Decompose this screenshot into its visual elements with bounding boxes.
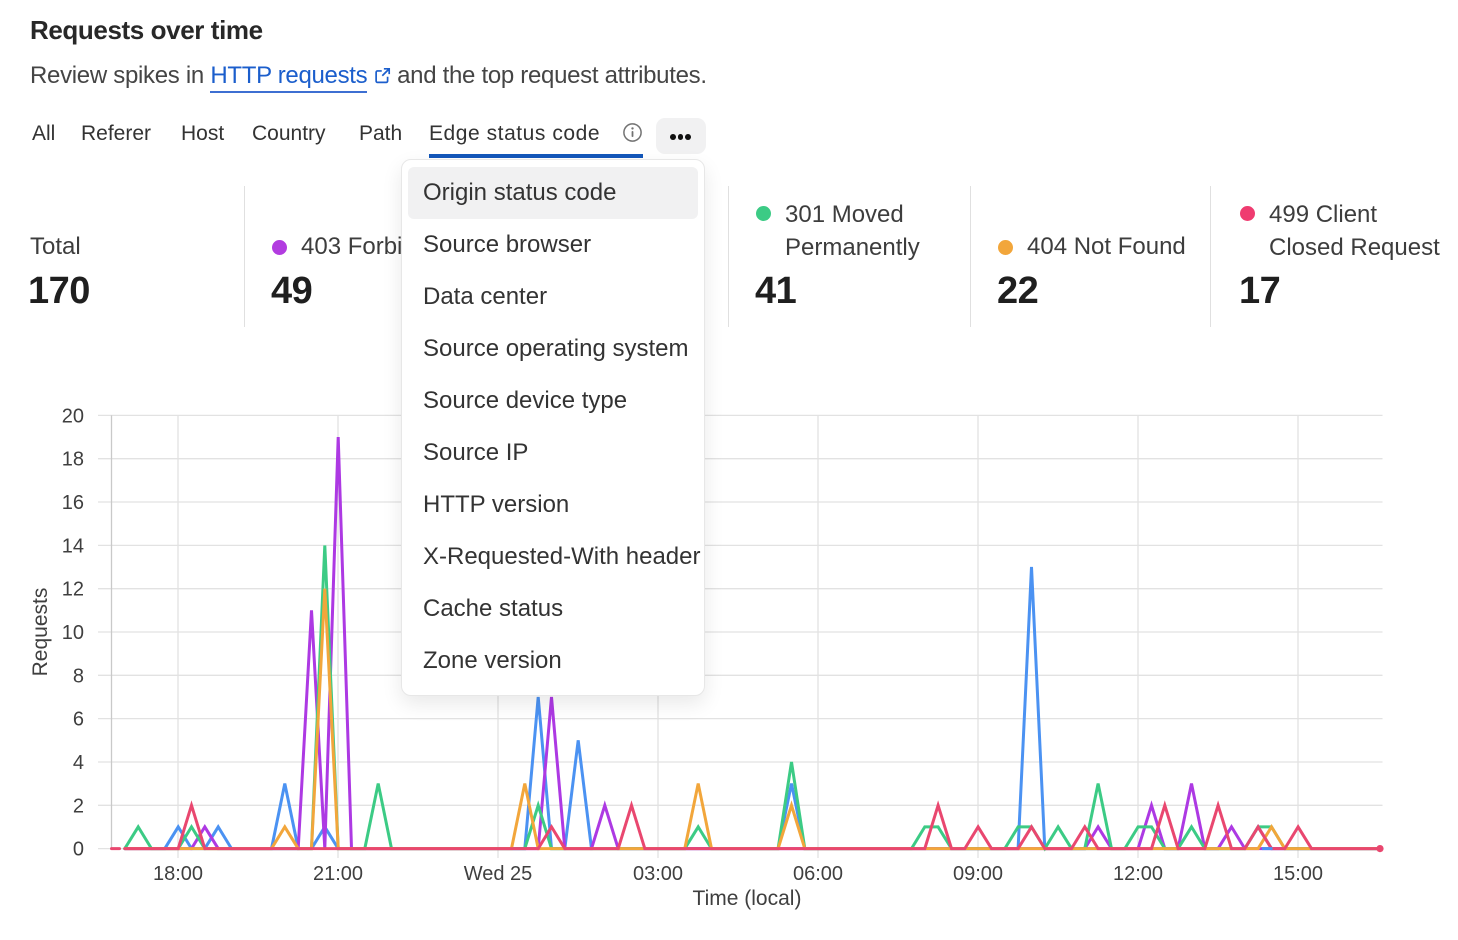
svg-text:4: 4 xyxy=(73,752,84,774)
svg-text:15:00: 15:00 xyxy=(1273,863,1323,885)
svg-text:Time (local): Time (local) xyxy=(693,887,802,910)
svg-text:06:00: 06:00 xyxy=(793,863,843,885)
svg-text:0: 0 xyxy=(73,839,84,861)
svg-text:18:00: 18:00 xyxy=(153,863,203,885)
svg-text:12:00: 12:00 xyxy=(1113,863,1163,885)
svg-text:2: 2 xyxy=(73,795,84,817)
svg-text:6: 6 xyxy=(73,709,84,731)
svg-text:Requests: Requests xyxy=(29,588,52,677)
svg-text:16: 16 xyxy=(62,492,84,514)
svg-text:10: 10 xyxy=(62,622,84,644)
svg-text:12: 12 xyxy=(62,579,84,601)
svg-text:21:00: 21:00 xyxy=(313,863,363,885)
svg-text:09:00: 09:00 xyxy=(953,863,1003,885)
svg-text:14: 14 xyxy=(62,535,84,557)
svg-text:8: 8 xyxy=(73,665,84,687)
svg-text:18: 18 xyxy=(62,449,84,471)
svg-text:20: 20 xyxy=(62,405,84,427)
svg-text:Wed 25: Wed 25 xyxy=(464,863,533,885)
svg-text:03:00: 03:00 xyxy=(633,863,683,885)
